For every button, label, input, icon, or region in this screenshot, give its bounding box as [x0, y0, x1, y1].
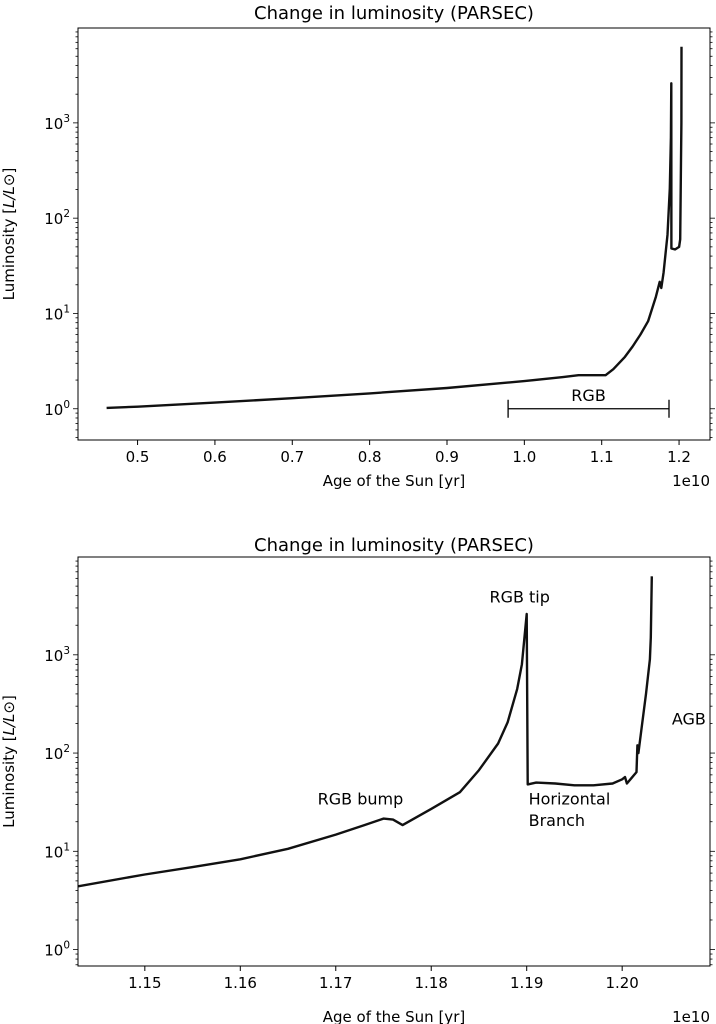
tick-base: 10 [44, 647, 63, 665]
tick-exponent: 2 [63, 208, 70, 220]
y-tick-label: 100 [44, 399, 70, 419]
chart-1: Change in luminosity (PARSEC) 0.5 0.6 0.7 0.… [0, 3, 715, 490]
x-tick-label: 1.15 [128, 974, 161, 992]
series-line [106, 46, 683, 410]
ylabel-sun-symbol: ⊙ [0, 174, 18, 187]
x-tick-label: 1.2 [667, 448, 691, 466]
chart-title: Change in luminosity (PARSEC) [254, 3, 534, 24]
x-axis-label: Age of the Sun [yr] [323, 1008, 465, 1024]
tick-exponent: 3 [63, 113, 70, 125]
x-tick-label: 1.1 [590, 448, 614, 466]
ylabel-math: L/L [0, 714, 18, 736]
y-tick-label: 103 [44, 645, 70, 665]
ylabel-sun-symbol: ⊙ [0, 701, 18, 714]
x-tick-label: 1.0 [512, 448, 536, 466]
ylabel-suffix: ] [0, 695, 18, 701]
y-axis-label: Luminosity [L/L⊙] [0, 168, 18, 301]
x-tick-label: 1.18 [415, 974, 448, 992]
x-tick-label: 0.7 [280, 448, 304, 466]
tick-exponent: 0 [63, 399, 70, 411]
tick-exponent: 3 [63, 645, 70, 657]
x-tick-label: 1.16 [224, 974, 257, 992]
annotation-label: RGB tip [489, 588, 549, 607]
tick-exponent: 2 [63, 743, 70, 755]
series-line [78, 576, 653, 888]
x-tick-label: 0.6 [203, 448, 227, 466]
y-axis-label: Luminosity [L/L⊙] [0, 695, 18, 828]
x-tick-label: 1.17 [319, 974, 352, 992]
axes-frame [77, 27, 711, 441]
x-tick-label: 0.9 [435, 448, 459, 466]
tick-exponent: 1 [63, 303, 70, 315]
ylabel-prefix: Luminosity [ [0, 208, 18, 300]
annotation-label: Horizontal [529, 789, 611, 808]
x-tick-label: 1.20 [605, 974, 638, 992]
tick-base: 10 [44, 843, 63, 861]
annotation-label: Branch [529, 811, 585, 830]
y-tick-label: 101 [44, 841, 70, 861]
tick-base: 10 [44, 745, 63, 763]
x-tick-label: 0.5 [126, 448, 150, 466]
tick-base: 10 [44, 305, 63, 323]
y-tick-label: 100 [44, 940, 70, 960]
y-tick-label: 102 [44, 208, 70, 228]
annotation-label: AGB [672, 710, 706, 729]
tick-base: 10 [44, 115, 63, 133]
ylabel-suffix: ] [0, 168, 18, 174]
x-tick-label: 0.8 [358, 448, 382, 466]
x-tick-label: 1.19 [510, 974, 543, 992]
tick-exponent: 0 [63, 940, 70, 952]
x-offset-label: 1e10 [672, 1008, 710, 1024]
chart-2: Change in luminosity (PARSEC) 1.15 1.16 1.1… [0, 535, 715, 1024]
y-tick-label: 101 [44, 303, 70, 323]
ylabel-math: L/L [0, 186, 18, 208]
x-axis-label: Age of the Sun [yr] [323, 472, 465, 490]
annotation-label: RGB bump [318, 789, 404, 808]
tick-exponent: 1 [63, 841, 70, 853]
ylabel-prefix: Luminosity [ [0, 735, 18, 827]
annotation-label: RGB [571, 386, 606, 405]
x-offset-label: 1e10 [672, 472, 710, 490]
chart-title: Change in luminosity (PARSEC) [254, 535, 534, 556]
axes-frame [77, 556, 711, 967]
tick-base: 10 [44, 942, 63, 960]
tick-base: 10 [44, 210, 63, 228]
y-tick-label: 102 [44, 743, 70, 763]
y-tick-label: 103 [44, 113, 70, 133]
tick-base: 10 [44, 401, 63, 419]
